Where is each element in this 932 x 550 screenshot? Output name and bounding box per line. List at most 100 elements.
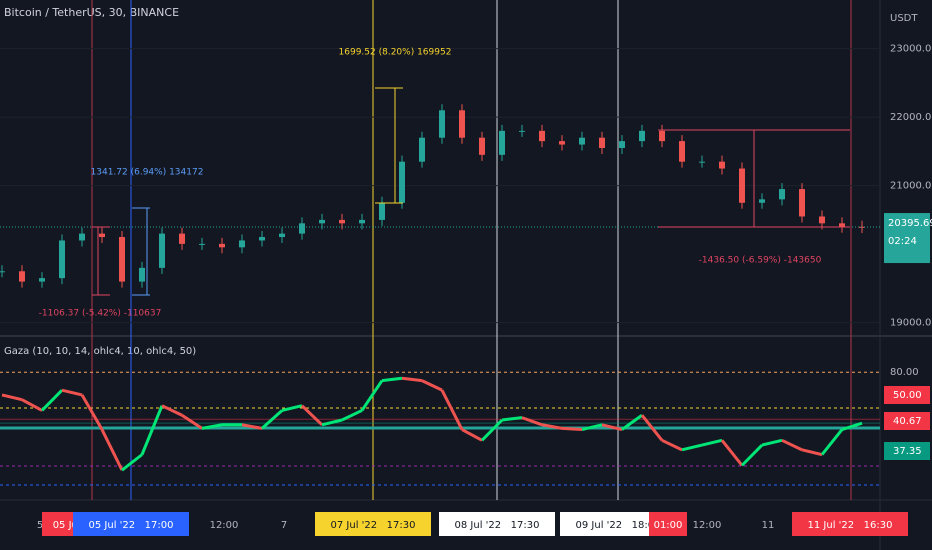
candle — [319, 219, 325, 224]
candle — [359, 219, 365, 224]
time-label: 07 Jul '22 17:30 — [331, 520, 416, 531]
measure-label: -1106.37 (-5.42%) -110637 — [39, 309, 162, 319]
candle — [579, 137, 585, 145]
candle — [219, 243, 225, 248]
candle — [259, 237, 265, 241]
time-label: 12:00 — [210, 520, 239, 531]
last-price: 20395.69 — [888, 218, 932, 229]
indicator-segment — [720, 439, 744, 467]
indicator-segment — [820, 428, 844, 456]
candle — [139, 267, 145, 282]
current-label: 37.35 — [893, 446, 922, 457]
indicator-segment — [300, 404, 324, 426]
level-label: 80.00 — [890, 367, 919, 378]
measure-label: 1699.52 (8.20%) 169952 — [339, 48, 452, 58]
indicator-segment — [181, 413, 203, 430]
indicator-segment — [21, 398, 43, 412]
time-label: 11 Jul '22 16:30 — [808, 520, 893, 531]
y-tick-label: 21000.00 — [890, 181, 932, 192]
measure-label: -1436.50 (-6.59%) -143650 — [699, 256, 822, 266]
measure-label: 1341.72 (6.94%) 134172 — [91, 168, 204, 178]
indicator-segment — [561, 426, 583, 432]
candle — [19, 271, 25, 282]
indicator-segment — [461, 428, 483, 442]
indicator-segment — [80, 394, 104, 431]
time-label: 05 Jul '22 17:00 — [89, 520, 174, 531]
indicator-segment — [381, 376, 403, 383]
candle — [619, 141, 625, 148]
indicator-segment — [541, 423, 563, 430]
current-box — [884, 412, 930, 430]
candle — [79, 233, 85, 241]
indicator-segment — [100, 428, 124, 471]
candle — [419, 137, 425, 162]
y-tick-label: 19000.00 — [890, 318, 932, 329]
candle — [839, 223, 845, 227]
current-box — [884, 442, 930, 460]
candle — [39, 278, 45, 282]
time-label: 01:00 — [654, 520, 683, 531]
candle — [519, 130, 525, 132]
time-label-box — [792, 512, 908, 536]
current-label: 40.67 — [893, 416, 922, 427]
indicator-segment — [621, 414, 643, 431]
level-label: 50.00 — [893, 390, 922, 401]
time-label: 7 — [281, 520, 287, 531]
candle — [539, 130, 545, 142]
candle — [0, 271, 5, 273]
indicator-segment — [360, 379, 384, 412]
indicator-segment — [260, 409, 284, 430]
indicator-segment — [341, 409, 363, 422]
candle — [159, 233, 165, 268]
candle — [479, 137, 485, 155]
candle — [859, 226, 865, 228]
indicator-segment — [321, 418, 343, 427]
indicator-segment — [740, 444, 764, 467]
indicator-segment — [241, 423, 263, 430]
indicator-segment — [40, 389, 64, 412]
time-label-box — [439, 512, 555, 536]
candle — [699, 161, 705, 163]
time-label: 11 — [762, 520, 775, 531]
candle — [719, 161, 725, 169]
candle — [399, 161, 405, 203]
indicator-segment — [601, 423, 623, 432]
time-label: 08 Jul '22 17:30 — [455, 520, 540, 531]
candle — [99, 233, 105, 238]
y-tick-label: 22000.00 — [890, 112, 932, 123]
candle — [119, 237, 125, 282]
candle — [499, 130, 505, 155]
candle — [679, 141, 685, 162]
candle — [379, 202, 385, 220]
candle — [339, 219, 345, 224]
candle — [239, 240, 245, 248]
indicator-name: Gaza (10, 10, 14, ohlc4, 10, ohlc4, 50) — [4, 346, 196, 357]
time-label: 12:00 — [693, 520, 722, 531]
level-box — [884, 386, 930, 404]
indicator-segment — [661, 438, 683, 452]
candle — [779, 189, 785, 200]
candle — [59, 240, 65, 279]
indicator-segment — [140, 405, 164, 456]
indicator-segment — [781, 438, 803, 452]
candle — [439, 110, 445, 138]
countdown: 02:24 — [888, 236, 917, 247]
indicator-segment — [161, 404, 183, 417]
candle — [559, 141, 565, 145]
candle — [639, 130, 645, 142]
indicator-segment — [440, 389, 464, 431]
indicator-segment — [801, 448, 823, 457]
candle — [659, 130, 665, 142]
indicator-segment — [401, 376, 423, 383]
y-tick-label: 23000.00 — [890, 44, 932, 55]
time-label: 09 Jul '22 18:00 — [576, 520, 661, 531]
candle — [279, 233, 285, 238]
time-label-box — [649, 512, 687, 536]
indicator-segment — [61, 388, 83, 397]
time-label-box — [315, 512, 431, 536]
currency: USDT — [890, 13, 918, 24]
indicator-segment — [281, 404, 303, 412]
indicator-segment — [121, 453, 143, 472]
indicator-segment — [480, 418, 504, 442]
candle — [819, 216, 825, 224]
